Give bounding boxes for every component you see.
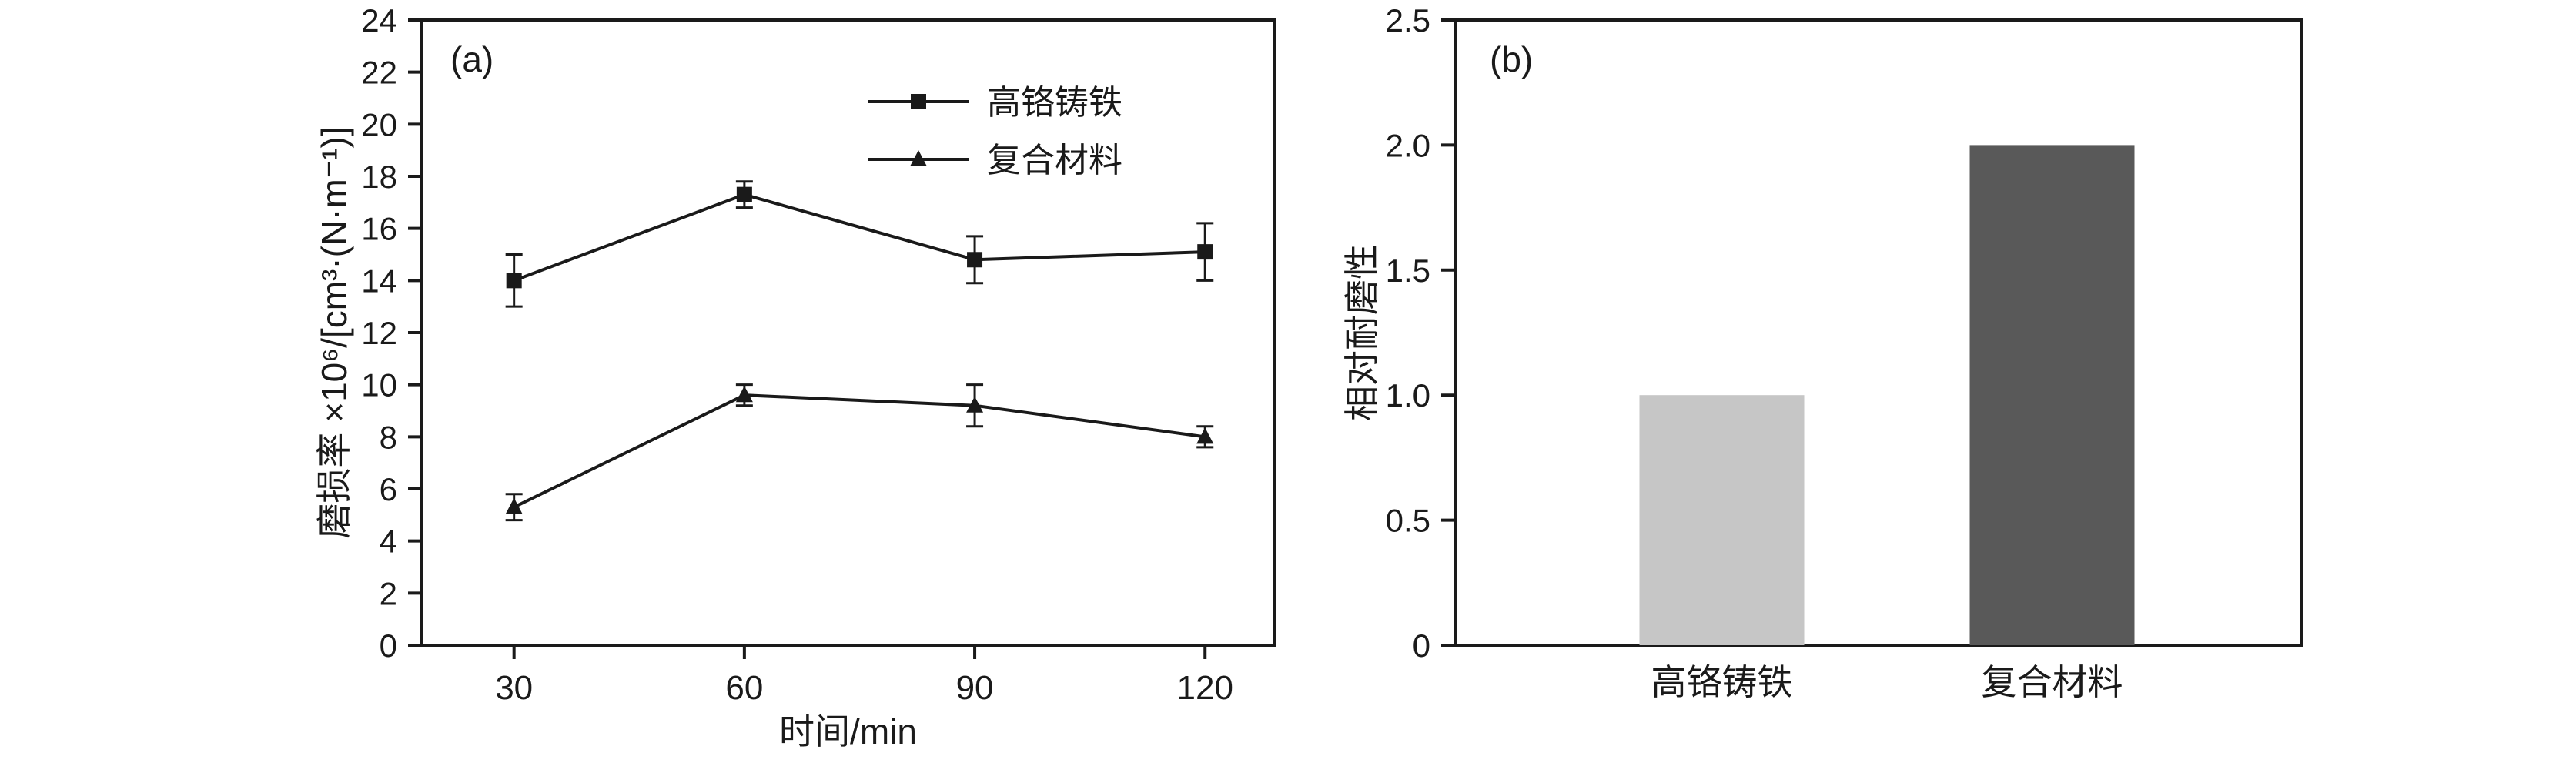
series-1-marker-icon	[505, 497, 523, 514]
legend-label: 高铬铸铁	[987, 84, 1122, 122]
bar-category-label: 复合材料	[1982, 662, 2123, 702]
relative-wear-resistance-bar-chart: 0 0.5 1.0 1.5 2.0 2.5 相对耐磨性 (b) 高铬铸铁 复合材料	[1342, 2, 2303, 702]
y-axis-tick-label: 20	[361, 106, 397, 142]
y-axis-tick-label: 6	[380, 471, 397, 507]
y-axis-title: 相对耐磨性	[1342, 244, 1382, 421]
series-0-marker-icon	[967, 252, 983, 268]
series-1-marker-icon	[735, 386, 753, 403]
legend-label: 复合材料	[987, 142, 1122, 179]
x-axis-tick-label: 120	[1177, 669, 1233, 707]
y-axis-tick-label: 4	[380, 524, 397, 560]
y-axis-tick-label: 8	[380, 419, 397, 455]
bar-1	[1969, 145, 2135, 645]
y-axis-tick-label: 14	[361, 263, 397, 299]
y-axis-tick-label: 10	[361, 367, 397, 403]
legend-marker-icon	[910, 150, 927, 166]
series-1-marker-icon	[1196, 427, 1214, 444]
y-axis-tick-label: 2.0	[1386, 127, 1430, 163]
y-axis-tick-label: 1.0	[1386, 377, 1430, 413]
series-line-1	[513, 393, 1206, 509]
y-axis-title: 磨损率 ×10⁶/[cm³·(N·m⁻¹)]	[314, 126, 354, 538]
plot-frame	[1454, 18, 2303, 647]
series-0-marker-icon	[1197, 244, 1213, 260]
bar-category-label: 高铬铸铁	[1651, 662, 1793, 702]
x-axis-tick-label: 60	[725, 669, 763, 707]
panel-label-a: (a)	[450, 39, 493, 79]
y-axis-tick-label: 22	[361, 55, 397, 91]
y-axis-tick-label: 24	[361, 2, 397, 38]
y-axis-tick-label: 2	[380, 575, 397, 611]
x-axis-title: 时间/min	[779, 711, 917, 751]
series-0-marker-icon	[736, 186, 752, 202]
y-axis-tick-label: 18	[361, 159, 397, 195]
y-axis-tick-label: 1.5	[1386, 253, 1430, 289]
y-axis-tick-label: 0	[380, 627, 397, 664]
y-axis-tick-label: 0	[1413, 627, 1430, 664]
y-axis-tick-label: 2.5	[1386, 2, 1430, 38]
y-axis-tick-label: 16	[361, 211, 397, 247]
series-0-marker-icon	[506, 273, 522, 289]
y-axis-tick-label: 0.5	[1386, 503, 1430, 539]
plot-frame	[420, 18, 1276, 647]
series-line-0	[513, 192, 1206, 283]
legend-marker-icon	[911, 94, 926, 109]
series-1-marker-icon	[966, 396, 984, 413]
x-axis-tick-label: 90	[956, 669, 994, 707]
bar-0	[1639, 395, 1805, 645]
x-axis-tick-label: 30	[495, 669, 533, 707]
y-axis-tick-label: 12	[361, 315, 397, 351]
panel-label-b: (b)	[1490, 39, 1533, 79]
